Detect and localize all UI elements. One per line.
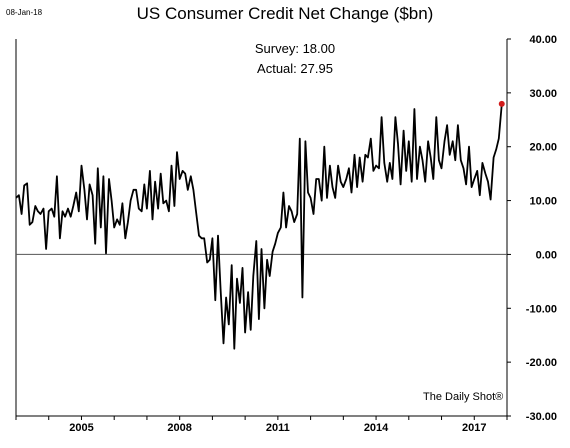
survey-value: 18.00	[302, 41, 336, 56]
x-tick-label: 2011	[266, 422, 290, 434]
y-tick-label: 0.00	[536, 249, 557, 261]
stats-box: Survey: 18.00 Actual: 27.95	[195, 39, 395, 79]
actual-line: Actual: 27.95	[195, 59, 395, 79]
x-tick-label: 2014	[364, 422, 389, 434]
actual-value: 27.95	[300, 61, 333, 76]
y-tick-label: 40.00	[529, 34, 557, 46]
y-tick-label: -10.00	[526, 303, 557, 315]
survey-line: Survey: 18.00	[195, 39, 395, 59]
y-tick-label: -30.00	[526, 411, 557, 423]
y-tick-label: 30.00	[529, 88, 557, 100]
y-tick-label: 10.00	[529, 196, 557, 208]
series-line	[15, 103, 503, 350]
x-tick-label: 2017	[462, 422, 486, 434]
actual-label: Actual:	[257, 61, 297, 76]
survey-label: Survey:	[254, 41, 299, 56]
y-tick-label: 20.00	[529, 142, 557, 154]
chart-title: US Consumer Credit Net Change ($bn)	[136, 4, 434, 23]
date-stamp: 08-Jan-18	[6, 8, 43, 17]
x-tick-label: 2008	[167, 422, 191, 434]
last-point-marker	[498, 100, 505, 107]
y-tick-label: -20.00	[526, 357, 557, 369]
source-credit: The Daily Shot®	[423, 391, 504, 403]
x-tick-label: 2005	[69, 422, 93, 434]
